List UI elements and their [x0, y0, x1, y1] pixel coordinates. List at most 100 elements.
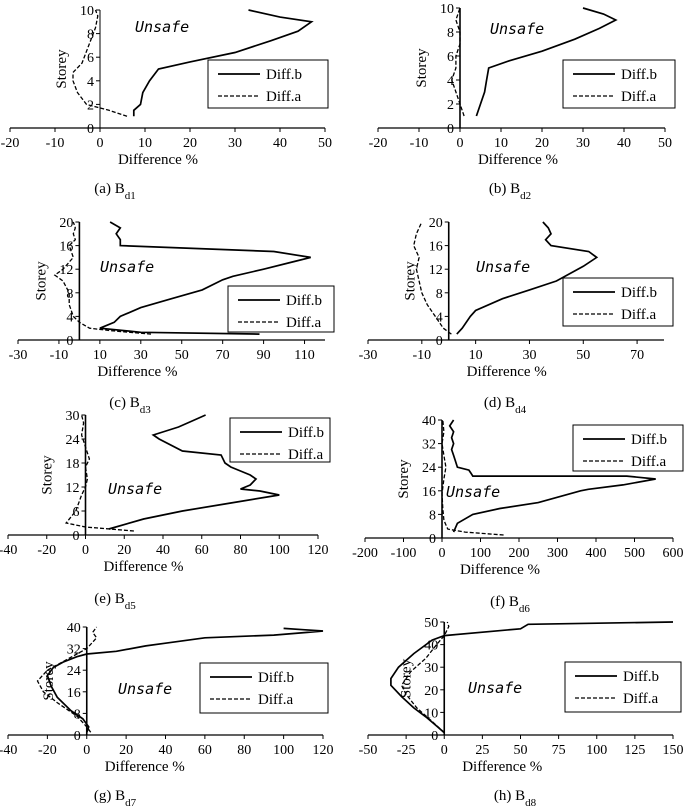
unsafe-annotation: Unsafe	[468, 679, 522, 697]
legend-label: Diff.a	[621, 89, 656, 105]
x-tick-label: 300	[547, 546, 568, 561]
y-tick-label: 20	[59, 216, 73, 231]
unsafe-annotation: Unsafe	[108, 480, 162, 498]
x-tick-label: 100	[273, 743, 294, 758]
y-tick-label: 0	[447, 122, 454, 137]
legend-label: Diff.a	[258, 692, 293, 708]
panel-caption-subscript: d3	[140, 404, 152, 416]
x-tick-label: -20	[38, 743, 57, 758]
series-line-Diff-a	[36, 626, 98, 733]
panel-caption: (f) Bd6	[490, 594, 530, 615]
y-tick-label: 2	[447, 98, 454, 113]
y-tick-label: 16	[422, 485, 436, 500]
panel-caption: (a) Bd1	[94, 181, 135, 202]
y-tick-label: 40	[422, 414, 436, 429]
unsafe-annotation: Unsafe	[100, 258, 154, 276]
x-tick-label: -20	[1, 136, 20, 151]
series-line-Diff-a	[413, 221, 452, 335]
series-line-Diff-a	[72, 9, 128, 117]
x-tick-label: 50	[175, 348, 189, 363]
y-tick-label: 6	[447, 50, 454, 65]
x-axis-title: Difference %	[462, 759, 542, 775]
x-tick-label: 75	[552, 743, 566, 758]
x-tick-label: 20	[183, 136, 197, 151]
x-tick-label: 30	[576, 136, 590, 151]
y-tick-label: 10	[80, 4, 94, 19]
chart-panel-2: -20 -10 0 10 20 30 40 50 0 2 4 6 8 10 Storey Difference…	[369, 2, 676, 202]
y-tick-label: 16	[59, 240, 73, 255]
y-tick-label: 30	[424, 661, 438, 676]
y-axis-title: Storey	[403, 261, 419, 301]
x-tick-label: 80	[237, 743, 251, 758]
y-tick-label: 8	[87, 28, 94, 43]
x-tick-label: 70	[216, 348, 230, 363]
x-tick-label: 0	[82, 543, 89, 558]
x-tick-label: -10	[410, 136, 429, 151]
series-line-Diff-b	[46, 627, 324, 733]
panel-caption: (e) Bd5	[94, 591, 136, 612]
x-tick-label: -30	[9, 348, 28, 363]
y-tick-label: 32	[422, 438, 436, 453]
series-line-Diff-b	[132, 9, 314, 117]
chart-panel-1: -20 -10 0 10 20 30 40 500246810StoreyDifference…	[1, 4, 332, 202]
series-line-Diff-b	[99, 221, 311, 335]
chart-panel-8: -50 -25 0 25 50 75 100 125 15001020304050StoreyD…	[359, 616, 684, 807]
legend-label: Diff.a	[286, 315, 321, 331]
legend-box	[572, 424, 684, 472]
y-tick-label: 50	[424, 616, 438, 631]
x-tick-label: 60	[195, 543, 209, 558]
y-tick-label: 18	[66, 457, 80, 472]
y-tick-label: 0	[74, 729, 81, 744]
chart-panel-6: -200 -100 0 100 200 300 400 500 600 0 8 16 24 32 40 Sto…	[352, 414, 684, 615]
x-tick-label: 0	[457, 136, 464, 151]
y-tick-label: 0	[429, 532, 436, 547]
x-tick-label: 70	[630, 348, 644, 363]
panel-caption-subscript: d6	[519, 603, 531, 615]
x-axis-title: Difference %	[460, 562, 540, 578]
y-tick-label: 20	[429, 216, 443, 231]
series-line-Diff-b	[448, 419, 656, 533]
y-tick-label: 8	[429, 508, 436, 523]
legend-box	[562, 59, 676, 109]
y-tick-label: 4	[447, 74, 454, 89]
y-tick-label: 24	[422, 461, 436, 476]
panel-caption: (g) Bd7	[94, 788, 137, 807]
legend-label: Diff.a	[631, 454, 666, 470]
y-axis-title: Storey	[414, 48, 430, 88]
x-tick-label: 90	[257, 348, 271, 363]
x-axis-title: Difference %	[478, 152, 558, 168]
y-tick-label: 0	[436, 334, 443, 349]
x-tick-label: 400	[586, 546, 607, 561]
y-tick-label: 8	[436, 287, 443, 302]
y-tick-label: 6	[87, 51, 94, 66]
y-tick-label: 0	[73, 529, 80, 544]
x-tick-label: -25	[397, 743, 416, 758]
y-tick-label: 0	[66, 334, 73, 349]
unsafe-annotation: Unsafe	[135, 18, 189, 36]
y-tick-label: 4	[436, 310, 443, 325]
x-tick-label: 0	[83, 743, 90, 758]
panel-caption: (b) Bd2	[489, 181, 531, 202]
x-tick-label: -50	[359, 743, 378, 758]
x-tick-label: 10	[494, 136, 508, 151]
y-tick-label: 12	[429, 263, 443, 278]
x-tick-label: 100	[470, 546, 491, 561]
panel-caption-subscript: d4	[515, 404, 527, 416]
chart-panel-7: -40 -20 0 20 40 60 80 100 1200816243240StoreyDif…	[0, 621, 334, 807]
x-axis-title: Difference %	[97, 364, 177, 380]
x-tick-label: 25	[475, 743, 489, 758]
legend-box	[207, 59, 329, 109]
y-tick-label: 24	[67, 664, 81, 679]
y-tick-label: 12	[59, 263, 73, 278]
y-tick-label: 16	[67, 686, 81, 701]
y-axis-title: Storey	[396, 459, 412, 499]
legend-label: Diff.b	[631, 432, 667, 448]
chart-panel-3: -30 -10 10 30 50 70 90 110 0 4 8 12 16 20 Storey Differ…	[9, 216, 335, 416]
x-tick-label: 50	[658, 136, 672, 151]
x-tick-label: 40	[617, 136, 631, 151]
x-tick-label: 10	[469, 348, 483, 363]
unsafe-annotation: Unsafe	[118, 680, 172, 698]
legend-label: Diff.a	[288, 447, 323, 463]
series-line-Diff-b	[456, 221, 599, 335]
